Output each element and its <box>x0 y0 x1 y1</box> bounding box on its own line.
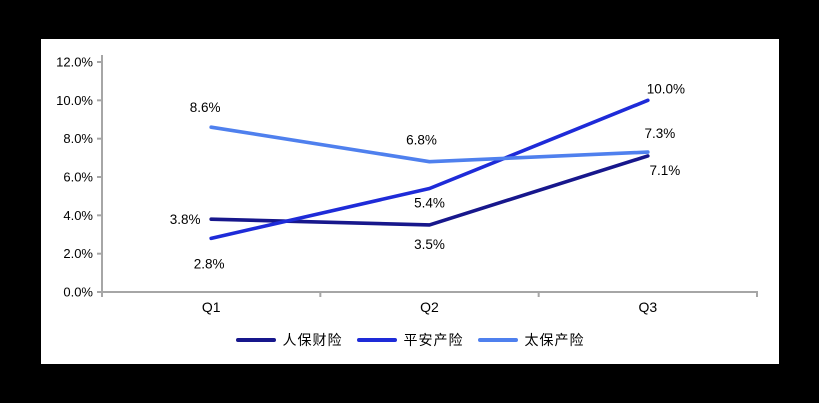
data-label: 2.8% <box>194 256 225 271</box>
legend-swatch-renbao <box>235 338 276 342</box>
series-line-2 <box>209 125 650 164</box>
legend-item-pingan: 平安产险 <box>356 330 464 350</box>
data-label: 3.8% <box>170 212 201 227</box>
x-category-label: Q1 <box>202 299 221 315</box>
data-label: 3.5% <box>414 237 445 252</box>
y-tick-label: 6.0% <box>63 170 93 185</box>
chart-panel: 0.0% 2.0% 4.0% 6.0% 8.0% 10.0% 12.0% Q1 Q2 Q3 3.8%… <box>41 39 779 364</box>
legend-swatch-pingan <box>356 338 397 342</box>
y-tick-label: 10.0% <box>56 93 93 108</box>
legend-label-pingan: 平安产险 <box>403 332 464 348</box>
legend: 人保财险 平安产险 太保产险 <box>41 329 779 351</box>
data-label: 7.1% <box>649 163 680 178</box>
y-tick-label: 2.0% <box>63 246 93 261</box>
y-tick-label: 8.0% <box>63 131 93 146</box>
legend-item-renbao: 人保财险 <box>235 330 343 350</box>
legend-label-taibao: 太保产险 <box>524 332 585 348</box>
x-category-label: Q2 <box>420 299 439 315</box>
y-tick-label: 12.0% <box>56 55 93 70</box>
data-label: 6.8% <box>406 133 437 148</box>
data-label: 5.4% <box>414 196 445 211</box>
legend-label-renbao: 人保财险 <box>282 332 343 348</box>
data-label: 10.0% <box>647 81 685 96</box>
y-tick-label: 4.0% <box>63 208 93 223</box>
legend-item-taibao: 太保产险 <box>477 330 585 350</box>
chart-plot-area: 0.0% 2.0% 4.0% 6.0% 8.0% 10.0% 12.0% Q1 Q2 Q3 3.8%… <box>56 55 758 315</box>
data-label: 7.3% <box>644 126 675 141</box>
series-line-0 <box>209 154 650 227</box>
series-line-1 <box>209 98 650 241</box>
y-tick-label: 0.0% <box>63 285 93 300</box>
data-label: 8.6% <box>190 100 221 115</box>
x-category-label: Q3 <box>638 299 657 315</box>
legend-swatch-taibao <box>477 338 518 342</box>
